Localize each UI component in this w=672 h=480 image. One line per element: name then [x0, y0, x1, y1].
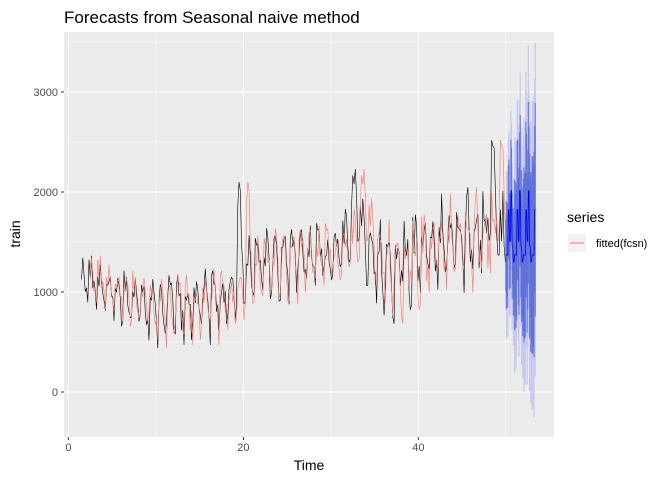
x-tick-label: 40 — [412, 442, 424, 454]
legend-title: series — [567, 209, 604, 225]
major-gridlines — [64, 32, 554, 437]
legend: series fitted(fcsn) — [567, 209, 647, 252]
y-axis-ticks: 0 1000 2000 3000 — [34, 87, 64, 399]
y-tick-label: 0 — [52, 387, 58, 399]
x-tick-label: 0 — [65, 442, 71, 454]
forecast-series-line — [505, 190, 536, 263]
x-tick-label: 20 — [237, 442, 249, 454]
fitted-series-line — [90, 139, 506, 349]
chart-title: Forecasts from Seasonal naive method — [64, 8, 360, 27]
y-tick-label: 3000 — [34, 87, 58, 99]
y-axis-title: train — [7, 220, 23, 247]
x-axis-ticks: 0 20 40 — [65, 437, 425, 454]
legend-label-fitted: fitted(fcsn) — [596, 238, 647, 250]
y-tick-label: 1000 — [34, 287, 58, 299]
y-tick-label: 2000 — [34, 187, 58, 199]
x-axis-title: Time — [294, 457, 325, 473]
